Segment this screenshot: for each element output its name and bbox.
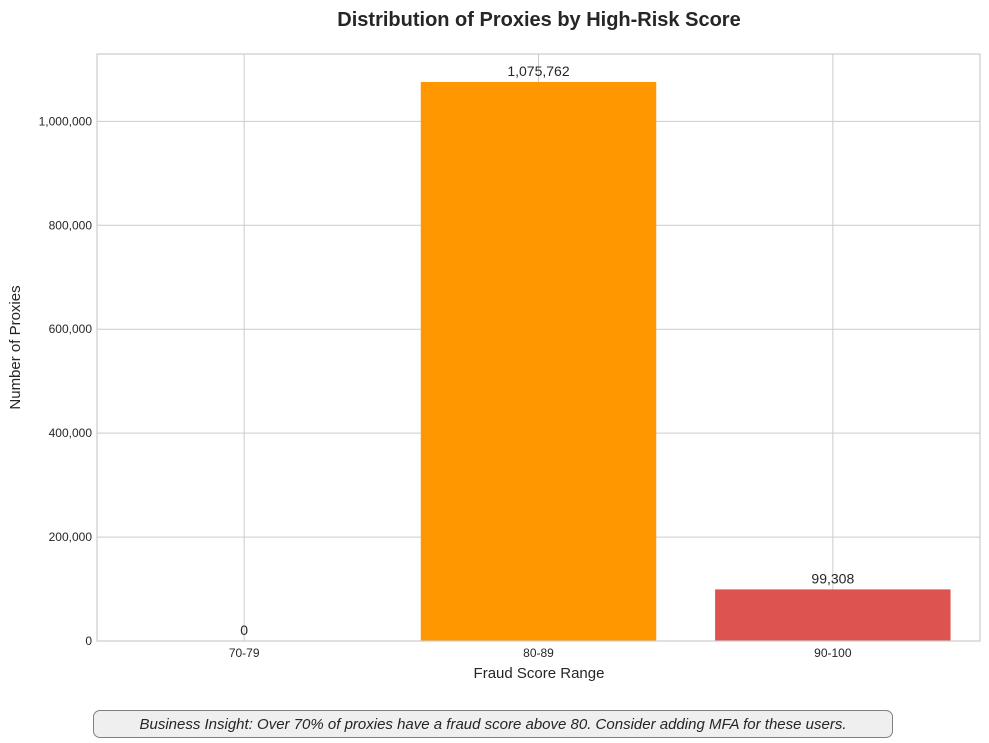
x-axis-ticks: 70-79 80-89 90-100 xyxy=(229,646,852,660)
bar-value-label: 0 xyxy=(240,622,248,638)
y-tick-label: 600,000 xyxy=(49,322,93,336)
chart-title: Distribution of Proxies by High-Risk Sco… xyxy=(337,9,740,31)
bar-value-label: 1,075,762 xyxy=(507,63,569,79)
x-axis-label: Fraud Score Range xyxy=(474,665,605,682)
bar-90-100 xyxy=(715,589,951,641)
y-axis-label: Number of Proxies xyxy=(7,285,24,409)
y-tick-label: 400,000 xyxy=(49,426,93,440)
x-tick-label: 90-100 xyxy=(814,646,852,660)
bar-value-label: 99,308 xyxy=(811,570,854,586)
bars xyxy=(420,81,951,641)
y-tick-label: 1,000,000 xyxy=(39,114,93,128)
y-tick-label: 200,000 xyxy=(49,530,93,544)
x-tick-label: 80-89 xyxy=(523,646,554,660)
plot-frame xyxy=(96,53,981,642)
bar-80-89 xyxy=(420,81,657,641)
y-axis-ticks: 0 200,000 400,000 600,000 800,000 1,000,000 xyxy=(39,114,93,648)
y-tick-label: 0 xyxy=(85,634,92,648)
business-insight-box: Business Insight: Over 70% of proxies ha… xyxy=(93,710,893,738)
data-labels: 0 1,075,762 99,308 xyxy=(240,63,854,638)
y-tick-label: 800,000 xyxy=(49,218,93,232)
business-insight-text: Business Insight: Over 70% of proxies ha… xyxy=(139,715,847,733)
x-tick-label: 70-79 xyxy=(229,646,260,660)
